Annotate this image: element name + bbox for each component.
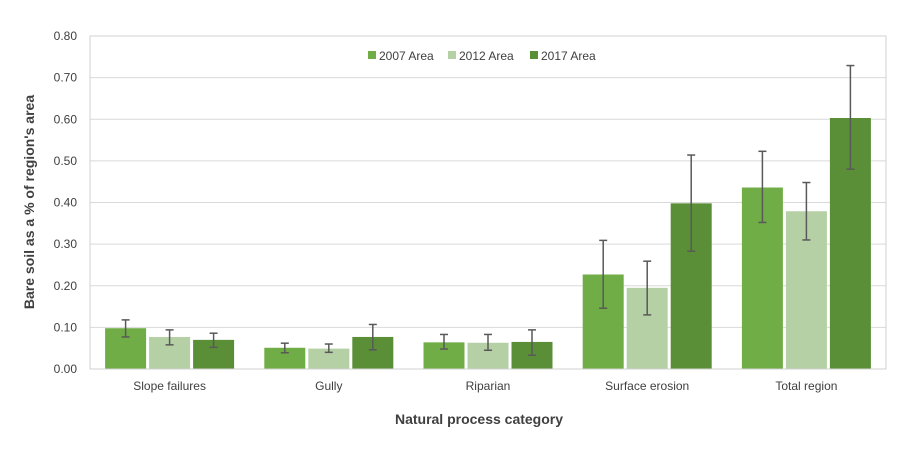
y-tick-label: 0.60 [54,112,78,126]
bar [308,348,350,369]
x-tick-label: Riparian [466,379,511,393]
legend: 2007 Area 2012 Area 2017 Area [368,49,596,63]
legend-label: 2012 Area [459,49,514,63]
x-tick-label: Surface erosion [605,379,689,393]
y-tick-label: 0.30 [54,237,78,251]
legend-label: 2017 Area [541,49,596,63]
x-tick-label: Slope failures [133,379,206,393]
legend-swatch [448,51,456,59]
y-axis-title: Bare soil as a % of region's area [21,95,37,309]
y-tick-label: 0.50 [54,154,78,168]
y-tick-label: 0.20 [54,279,78,293]
plot-area-border [89,35,887,370]
x-axis-title: Natural process category [395,411,563,427]
y-tick-label: 0.10 [54,320,78,334]
x-tick-label: Gully [315,379,342,393]
x-tick-labels: Slope failures Gully Riparian Surface erosi… [133,379,837,393]
x-tick-label: Total region [775,379,837,393]
y-tick-label: 0.00 [54,362,78,376]
legend-swatch [530,51,538,59]
y-tick-label: 0.40 [54,196,78,210]
error-bars [121,64,855,357]
bars [105,118,871,369]
y-tick-labels: 0.00 0.10 0.20 0.30 0.40 0.50 0.60 0.70 0.80 [54,29,78,376]
legend-swatch [368,51,376,59]
y-tick-label: 0.70 [54,71,78,85]
y-tick-label: 0.80 [54,29,78,43]
legend-label: 2007 Area [379,49,434,63]
bar [264,347,306,369]
